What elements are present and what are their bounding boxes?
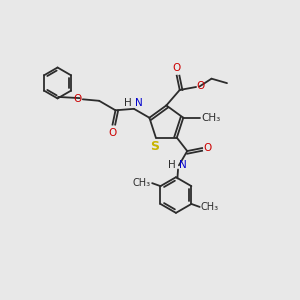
Text: N: N	[134, 98, 142, 108]
Text: S: S	[150, 140, 159, 153]
Text: N: N	[179, 160, 187, 170]
Text: O: O	[197, 81, 205, 92]
Text: O: O	[172, 63, 181, 73]
Text: O: O	[74, 94, 82, 104]
Text: H: H	[124, 98, 132, 108]
Text: O: O	[108, 128, 117, 137]
Text: CH₃: CH₃	[201, 113, 220, 123]
Text: H: H	[168, 160, 176, 170]
Text: CH₃: CH₃	[133, 178, 151, 188]
Text: O: O	[204, 143, 212, 153]
Text: CH₃: CH₃	[201, 202, 219, 212]
